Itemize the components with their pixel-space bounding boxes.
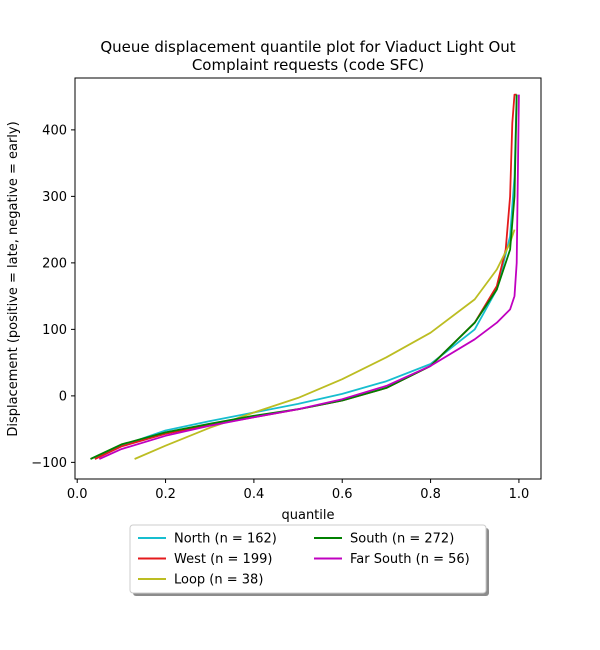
legend-box	[129, 524, 487, 594]
chart-title-line1: Queue displacement quantile plot for Via…	[100, 38, 515, 56]
x-tick-label: 1.0	[509, 487, 530, 502]
series-line-4	[98, 94, 520, 460]
y-tick-label: 0	[59, 389, 67, 404]
series-line-3	[90, 94, 518, 460]
axes-layer: 0.0 0.2 0.4 0.6 0.8 1.0 −100 0 100 200 300 400	[31, 77, 542, 502]
legend-label-1: West (n = 199)	[174, 552, 272, 567]
x-tick-label: 0.8	[420, 487, 441, 502]
chart-title-line2: Complaint requests (code SFC)	[192, 56, 424, 74]
plot-frame	[74, 77, 542, 480]
legend-label-3: South (n = 272)	[350, 532, 454, 547]
x-tick-label: 0.2	[155, 487, 176, 502]
y-axis-label: Displacement (positive = late, negative …	[6, 121, 21, 436]
series-line-0	[94, 94, 518, 460]
y-tick-label: 200	[42, 256, 67, 271]
x-tick-label: 0.6	[332, 487, 353, 502]
legend-label-2: Loop (n = 38)	[174, 573, 263, 588]
legend: North (n = 162) West (n = 199) Loop (n = 3…	[129, 524, 489, 596]
legend-label-0: North (n = 162)	[174, 532, 277, 547]
x-tick-label: 0.4	[244, 487, 265, 502]
x-tick-label: 0.0	[67, 487, 88, 502]
y-tick-label: 400	[42, 123, 67, 138]
y-tick-label: 300	[42, 190, 67, 205]
y-tick-label: −100	[31, 456, 67, 471]
series-line-2	[134, 229, 516, 460]
series-layer	[90, 93, 520, 460]
legend-label-4: Far South (n = 56)	[350, 552, 470, 567]
y-tick-label: 100	[42, 323, 67, 338]
series-line-1	[94, 93, 517, 460]
x-axis-label: quantile	[281, 508, 334, 523]
